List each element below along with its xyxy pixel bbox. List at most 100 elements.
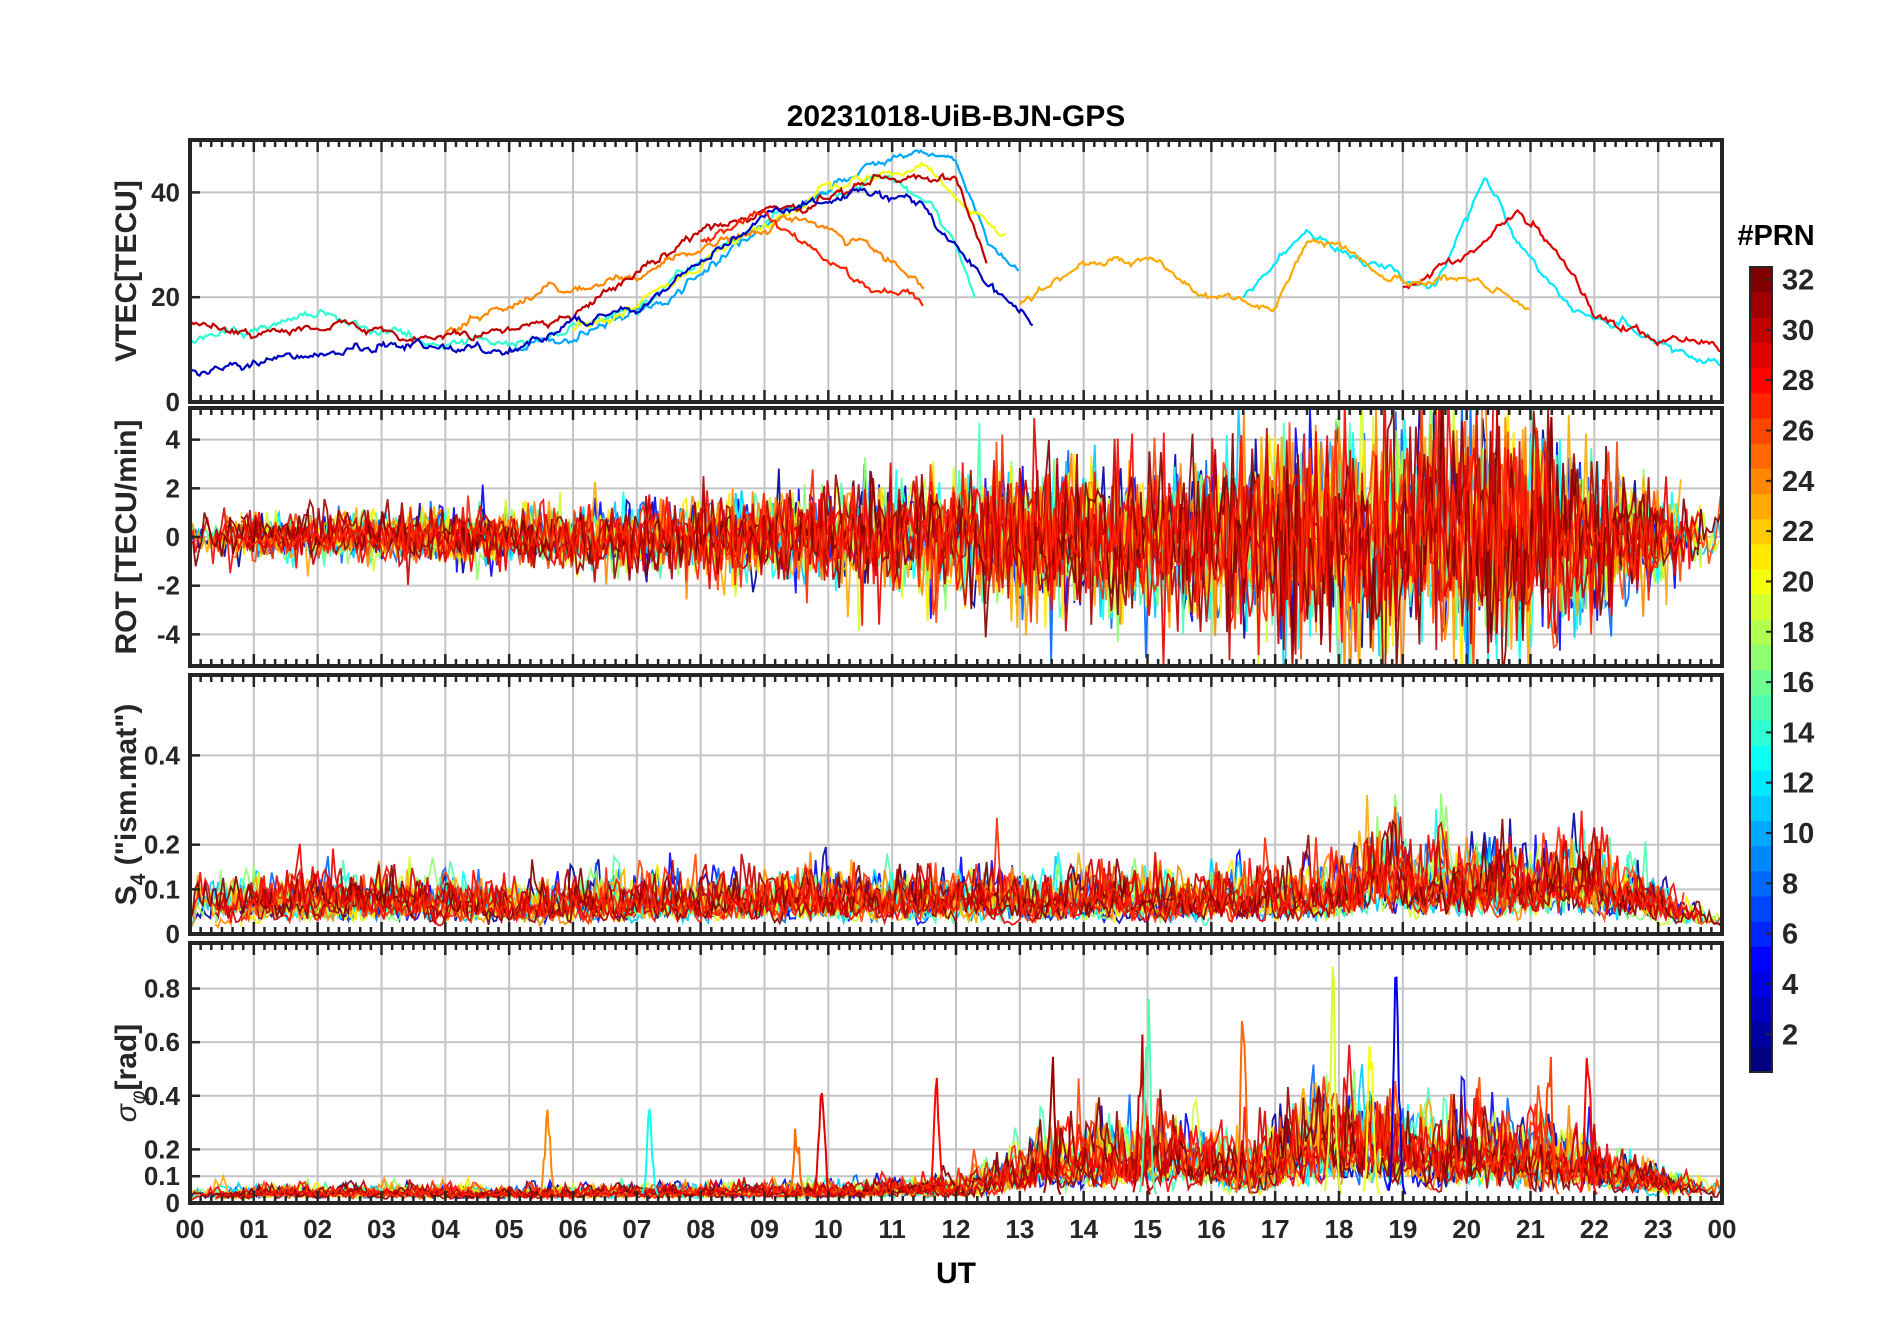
colorbar-segment [1750,946,1772,972]
sigma-burst-line [813,1092,832,1196]
x-tick-label: 01 [239,1214,268,1244]
y-tick-label: 40 [151,177,180,207]
vtec-series-line [700,209,924,307]
x-tick-label: 03 [367,1214,396,1244]
sigma-burst-line [928,1077,947,1196]
y-tick-label: 0.1 [144,874,180,904]
colorbar-tick-label: 18 [1782,617,1814,649]
x-tick-label: 00 [1708,1214,1737,1244]
panel-rot: -4 -2 0 2 4 ROT [TECU/min] [110,406,1724,668]
x-tick-label: 18 [1325,1214,1354,1244]
colorbar-segment [1750,594,1772,620]
sigma-burst-line [1362,1045,1381,1196]
s4-series-line [240,817,1685,926]
colorbar-tick-label: 2 [1782,1019,1798,1051]
x-tick-label: 09 [750,1214,779,1244]
sigma-burst-line [1579,1057,1598,1195]
colorbar-frame [1749,266,1773,1073]
colorbar-tick-label: 20 [1782,566,1814,598]
colorbar-tick-label: 30 [1782,315,1814,347]
sigma-burst-line [640,1108,660,1196]
colorbar-segment [1750,392,1772,419]
rot-series-line [240,408,1684,653]
colorbar-segment [1750,443,1772,469]
vtec-y-axis-label: VTEC[TECU] [110,180,143,362]
x-tick-label: 13 [1005,1214,1034,1244]
x-tick-label: 16 [1197,1214,1226,1244]
colorbar-tick-label: 24 [1782,466,1814,498]
sigma-burst-line [1234,1021,1254,1195]
colorbar-tick-label: 32 [1782,265,1814,297]
x-tick-label: 17 [1261,1214,1290,1244]
colorbar-tick-label: 12 [1782,768,1814,800]
y-tick-label: 0.6 [144,1027,180,1057]
y-tick-label: 0.2 [144,830,180,860]
colorbar-segment [1750,568,1772,595]
sigma-burst-line [1132,1034,1152,1195]
x-tick-label: 00 [176,1214,205,1244]
colorbar-segment [1750,744,1772,771]
colorbar-segment [1750,921,1772,947]
y-tick-label: 0.1 [144,1161,180,1191]
x-tick-label: 05 [495,1214,524,1244]
sigma-series-line [240,1076,1685,1201]
chart-title: 20231018-UiB-BJN-GPS [787,100,1125,133]
vtec-series-line [1242,177,1721,367]
s4-series-line [215,816,1703,926]
colorbar-segment [1750,996,1772,1023]
y-tick-label: 0.2 [144,1134,180,1164]
colorbar-tick-label: 26 [1782,416,1814,448]
colorbar-tick-label: 28 [1782,365,1814,397]
x-tick-label: 07 [622,1214,651,1244]
colorbar-segment [1750,543,1772,570]
x-tick-label: 11 [878,1214,906,1244]
colorbar-tick-label: 14 [1782,717,1814,749]
y-tick-label: -4 [157,619,181,649]
rot-y-axis-label: ROT [TECU/min] [110,420,143,655]
sigma-burst-line [1138,998,1158,1195]
x-tick-label: 06 [559,1214,588,1244]
x-tick-label: 04 [431,1214,460,1244]
vtec-plot-area [190,149,1722,377]
x-tick-label: 12 [942,1214,971,1244]
colorbar-segment [1750,1021,1772,1048]
y-tick-label: 0.4 [144,740,181,770]
y-tick-label: 20 [151,282,180,312]
sigma-burst-line [1043,1056,1062,1196]
colorbar-tick-label: 10 [1782,818,1814,850]
sigma-series-line [215,1044,1703,1200]
sigma-burst-line [787,1128,806,1196]
vtec-series-line [1402,208,1722,353]
rot-series-line [214,408,1702,666]
colorbar-segment [1750,468,1772,495]
colorbar-segment [1750,870,1772,897]
x-tick-label: 15 [1133,1214,1162,1244]
colorbar-tick-label: 4 [1782,969,1798,1001]
panel-s4: 0 0.1 0.2 0.4S4 ("ism.mat") [110,673,1724,949]
y-tick-label: 0.4 [144,1081,181,1111]
colorbar-segment [1750,417,1772,444]
colorbar-segment [1750,971,1772,998]
colorbar-segment [1750,719,1772,746]
x-tick-label: 22 [1580,1214,1609,1244]
colorbar-segment [1750,845,1772,872]
panel-vtec: 0 20 40 VTEC[TECU] [110,138,1724,417]
colorbar-segment [1750,795,1772,822]
x-tick-label: 14 [1069,1214,1098,1244]
colorbar-segment [1750,342,1772,369]
vtec-series-line [190,187,1034,377]
sigma-burst-line [1387,976,1407,1195]
colorbar-segment [1750,669,1772,696]
sigma-burst-line [1541,1056,1560,1195]
colorbar-segment [1750,518,1772,545]
colorbar-segment [1750,895,1772,922]
y-tick-label: 0 [166,387,180,417]
sigma-burst-line [1324,966,1343,1195]
colorbar-segment [1750,1046,1772,1073]
colorbar-segment [1750,367,1772,394]
colorbar-segment [1750,770,1772,796]
x-tick-label: 08 [686,1214,715,1244]
panel-sigma: 00.10.2 0.4 0.6 0.8 σφ[rad] [110,941,1724,1218]
